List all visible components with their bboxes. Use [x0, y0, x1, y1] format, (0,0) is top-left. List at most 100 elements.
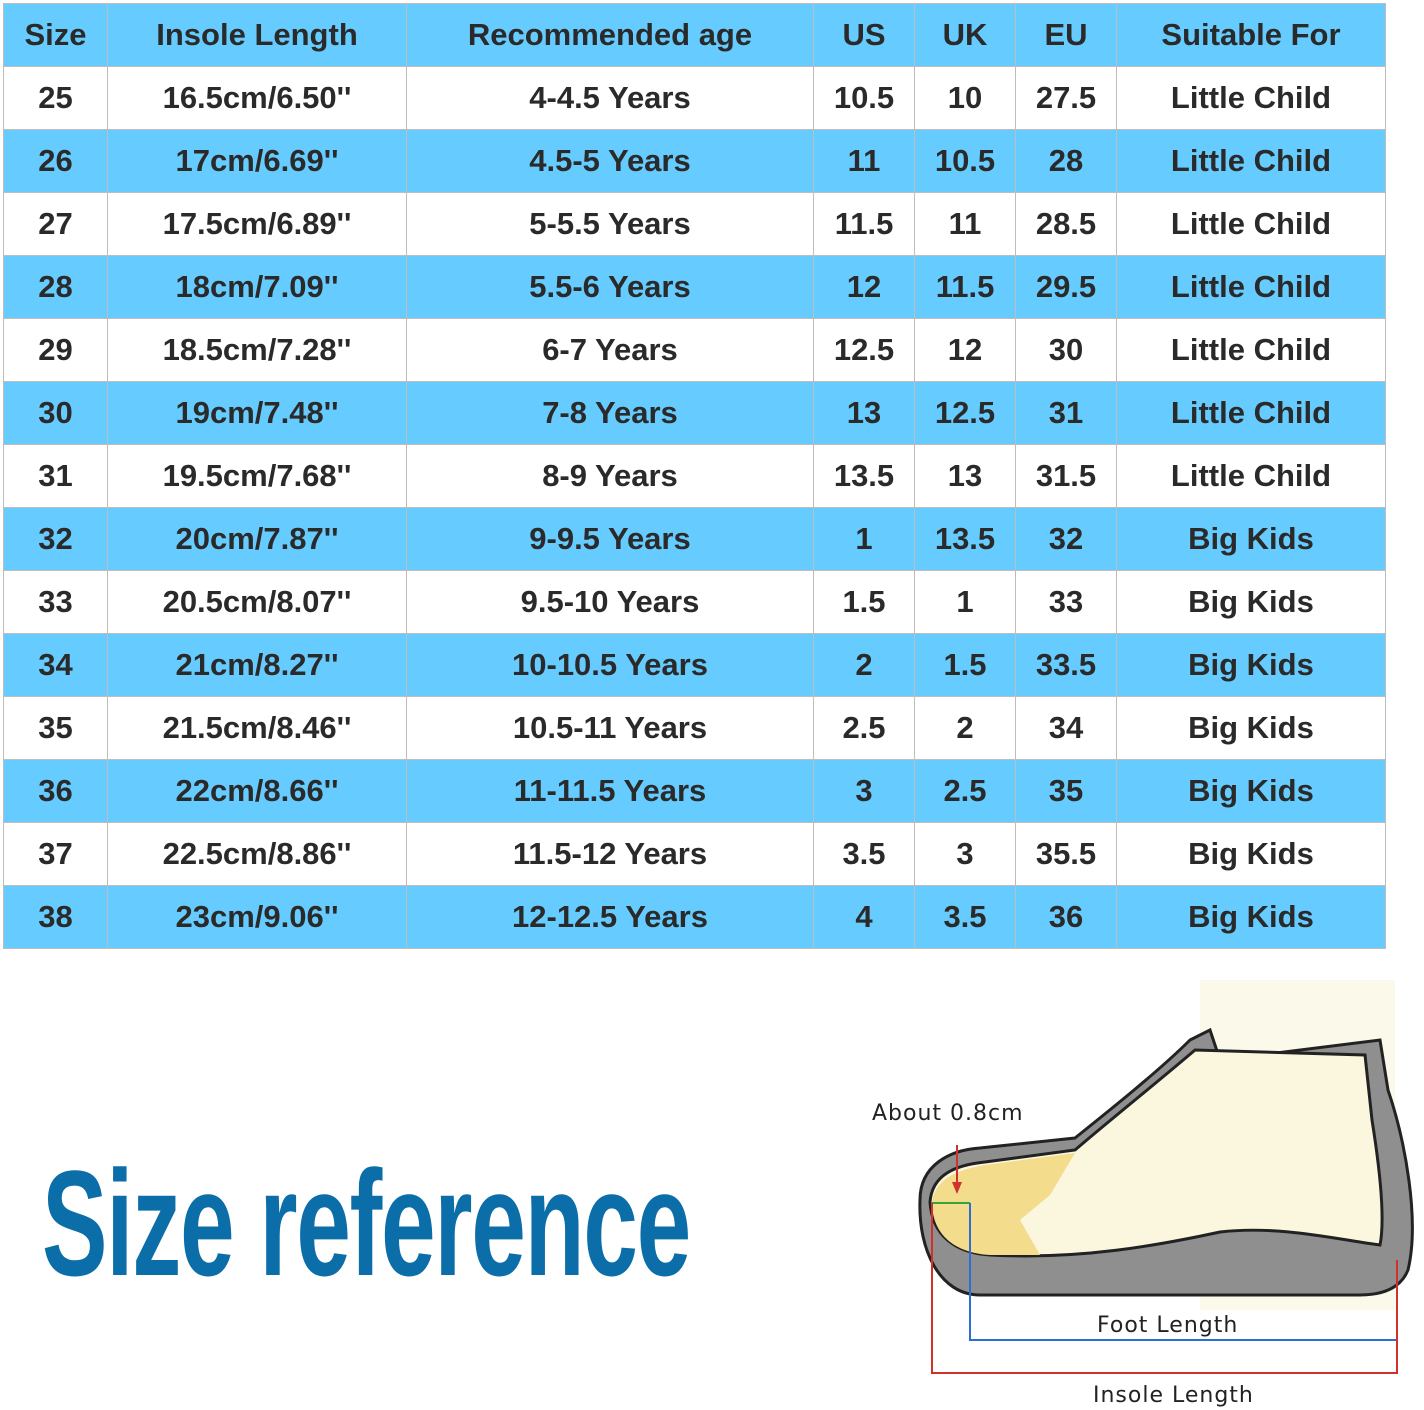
table-cell: 11.5 — [914, 255, 1016, 319]
column-header: EU — [1015, 3, 1117, 67]
table-row: 36 22cm/8.66'' 11-11.5 Years 3 2.5 35 Big Kids — [3, 759, 1386, 823]
table-cell: 2 — [914, 696, 1016, 760]
table-cell: 32 — [1015, 507, 1117, 571]
table-cell: 1 — [813, 507, 915, 571]
table-cell: 31.5 — [1015, 444, 1117, 508]
table-cell: Big Kids — [1116, 696, 1386, 760]
table-cell: 12 — [813, 255, 915, 319]
table-cell: 22cm/8.66'' — [107, 759, 407, 823]
table-cell: 28 — [1015, 129, 1117, 193]
table-cell: 3.5 — [914, 885, 1016, 949]
table-cell: 3 — [813, 759, 915, 823]
table-cell: 13.5 — [914, 507, 1016, 571]
table-cell: 4 — [813, 885, 915, 949]
size-chart-table: Size Insole Length Recommended age US UK EU Su… — [3, 3, 1386, 949]
table-cell: Little Child — [1116, 381, 1386, 445]
table-cell: 3.5 — [813, 822, 915, 886]
table-cell: 11-11.5 Years — [406, 759, 814, 823]
table-cell: Little Child — [1116, 255, 1386, 319]
table-cell: 3 — [914, 822, 1016, 886]
table-cell: Little Child — [1116, 129, 1386, 193]
table-row: 27 17.5cm/6.89'' 5-5.5 Years 11.5 11 28.5 Litt… — [3, 192, 1386, 256]
table-row: 35 21.5cm/8.46'' 10.5-11 Years 2.5 2 34 Big Ki… — [3, 696, 1386, 760]
table-cell: 1.5 — [813, 570, 915, 634]
table-cell: 17cm/6.69'' — [107, 129, 407, 193]
table-cell: 13 — [914, 444, 1016, 508]
table-cell: 1.5 — [914, 633, 1016, 697]
table-cell: 23cm/9.06'' — [107, 885, 407, 949]
table-cell: 8-9 Years — [406, 444, 814, 508]
table-cell: 32 — [3, 507, 108, 571]
insole-length-line — [931, 1203, 1398, 1374]
table-cell: Big Kids — [1116, 885, 1386, 949]
table-cell: Big Kids — [1116, 633, 1386, 697]
table-cell: 28 — [3, 255, 108, 319]
table-cell: 30 — [3, 381, 108, 445]
table-cell: Big Kids — [1116, 570, 1386, 634]
table-cell: 4-4.5 Years — [406, 66, 814, 130]
table-row: 37 22.5cm/8.86'' 11.5-12 Years 3.5 3 35.5 Big … — [3, 822, 1386, 886]
table-cell: 11.5 — [813, 192, 915, 256]
table-cell: 5-5.5 Years — [406, 192, 814, 256]
table-row: 31 19.5cm/7.68'' 8-9 Years 13.5 13 31.5 Little… — [3, 444, 1386, 508]
table-cell: 37 — [3, 822, 108, 886]
table-cell: 33 — [3, 570, 108, 634]
table-cell: 2.5 — [914, 759, 1016, 823]
size-reference-title: Size reference — [42, 1139, 691, 1307]
table-cell: 27.5 — [1015, 66, 1117, 130]
arrow-head-icon — [952, 1182, 962, 1194]
insole-length-label: Insole Length — [1093, 1383, 1254, 1408]
table-cell: 36 — [3, 759, 108, 823]
table-cell: 7-8 Years — [406, 381, 814, 445]
table-row: 26 17cm/6.69'' 4.5-5 Years 11 10.5 28 Little C… — [3, 129, 1386, 193]
column-header: UK — [914, 3, 1016, 67]
table-cell: 20cm/7.87'' — [107, 507, 407, 571]
table-cell: Big Kids — [1116, 507, 1386, 571]
table-cell: 30 — [1015, 318, 1117, 382]
table-row: 32 20cm/7.87'' 9-9.5 Years 1 13.5 32 Big Kids — [3, 507, 1386, 571]
table-cell: 16.5cm/6.50'' — [107, 66, 407, 130]
table-cell: 38 — [3, 885, 108, 949]
table-header-row: Size Insole Length Recommended age US UK EU Su… — [3, 3, 1386, 67]
toe-gap-area — [932, 1153, 1075, 1255]
table-cell: 19cm/7.48'' — [107, 381, 407, 445]
table-row: 29 18.5cm/7.28'' 6-7 Years 12.5 12 30 Little C… — [3, 318, 1386, 382]
table-row: 34 21cm/8.27'' 10-10.5 Years 2 1.5 33.5 Big Ki… — [3, 633, 1386, 697]
table-cell: 12.5 — [914, 381, 1016, 445]
table-cell: 6-7 Years — [406, 318, 814, 382]
table-cell: Little Child — [1116, 318, 1386, 382]
column-header: Insole Length — [107, 3, 407, 67]
column-header: Size — [3, 3, 108, 67]
table-cell: 11.5-12 Years — [406, 822, 814, 886]
table-cell: 21cm/8.27'' — [107, 633, 407, 697]
table-cell: 20.5cm/8.07'' — [107, 570, 407, 634]
table-cell: 10.5 — [813, 66, 915, 130]
table-cell: Big Kids — [1116, 822, 1386, 886]
table-cell: 34 — [3, 633, 108, 697]
table-cell: 18cm/7.09'' — [107, 255, 407, 319]
table-cell: 1 — [914, 570, 1016, 634]
table-cell: 28.5 — [1015, 192, 1117, 256]
table-cell: 35 — [1015, 759, 1117, 823]
table-cell: Little Child — [1116, 192, 1386, 256]
column-header: Suitable For — [1116, 3, 1386, 67]
table-cell: 13 — [813, 381, 915, 445]
table-cell: 36 — [1015, 885, 1117, 949]
table-cell: 10.5 — [914, 129, 1016, 193]
table-cell: 35.5 — [1015, 822, 1117, 886]
column-header: US — [813, 3, 915, 67]
table-cell: 21.5cm/8.46'' — [107, 696, 407, 760]
table-cell: 18.5cm/7.28'' — [107, 318, 407, 382]
table-cell: 10.5-11 Years — [406, 696, 814, 760]
table-cell: 13.5 — [813, 444, 915, 508]
table-cell: 29.5 — [1015, 255, 1117, 319]
table-cell: 26 — [3, 129, 108, 193]
table-cell: Little Child — [1116, 444, 1386, 508]
table-row: 30 19cm/7.48'' 7-8 Years 13 12.5 31 Little Chi… — [3, 381, 1386, 445]
table-cell: 35 — [3, 696, 108, 760]
table-row: 33 20.5cm/8.07'' 9.5-10 Years 1.5 1 33 Big Kid… — [3, 570, 1386, 634]
table-cell: 4.5-5 Years — [406, 129, 814, 193]
table-cell: 31 — [3, 444, 108, 508]
table-cell: 25 — [3, 66, 108, 130]
table-cell: 11 — [914, 192, 1016, 256]
